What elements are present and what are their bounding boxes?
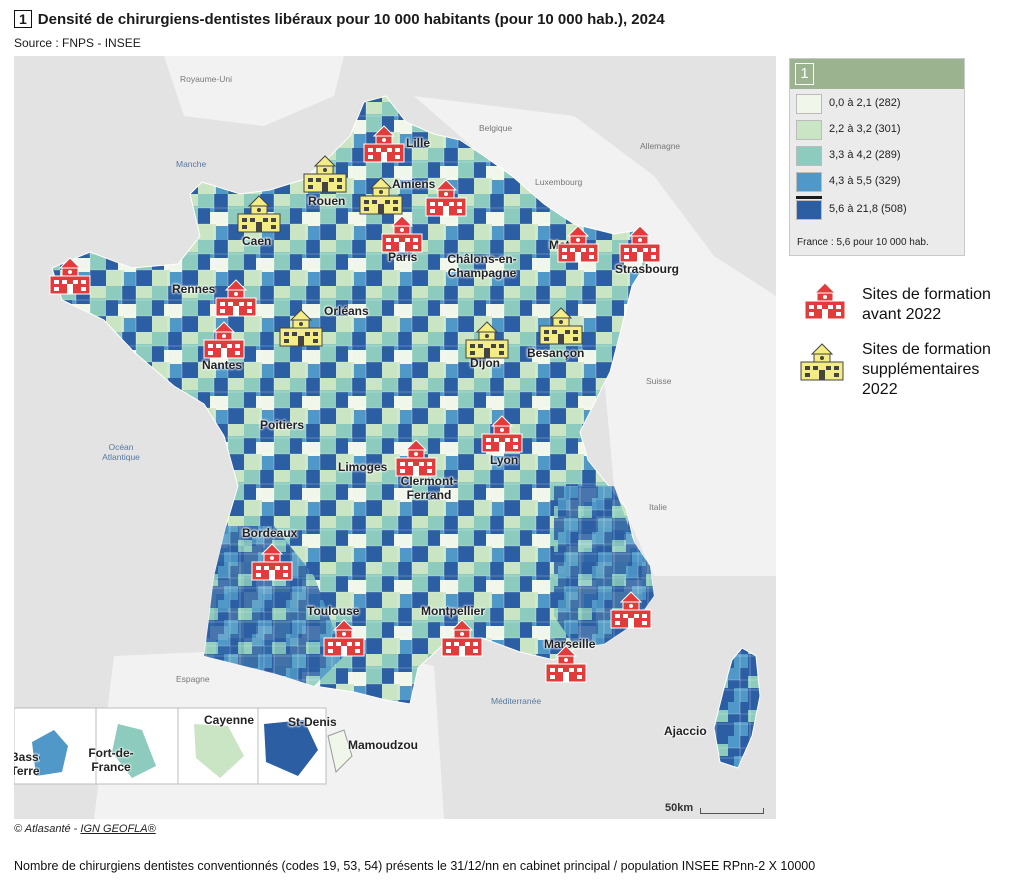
scale-bar — [700, 808, 764, 814]
school-yellow-icon[interactable] — [302, 154, 348, 194]
key-after-label: Sites de formation supplémentaires 2022 — [862, 341, 991, 398]
legend-item: 0,0 à 2,1 (282) — [796, 92, 964, 114]
school-yellow-icon[interactable] — [464, 320, 510, 360]
map-canvas — [14, 56, 776, 819]
legend-swatch — [796, 200, 822, 220]
credit-prefix: © Atlasanté - — [14, 823, 81, 835]
figure-number: 1 — [14, 10, 32, 28]
map-title: 1 Densité de chirurgiens-dentistes libéra… — [14, 10, 665, 28]
city-label-cayenne: Cayenne — [204, 713, 255, 727]
france-average: France : 5,6 pour 10 000 hab. — [797, 237, 929, 248]
legend-item: 3,3 à 4,2 (289) — [796, 144, 964, 166]
legend-swatch — [796, 146, 822, 166]
city-label-chalons: Châlons-en-Champagne — [447, 252, 517, 280]
country-label-belgium: Belgique — [479, 123, 513, 133]
school-red-icon[interactable] — [202, 320, 246, 360]
school-red-icon[interactable] — [48, 256, 92, 296]
school-red-icon[interactable] — [380, 214, 424, 254]
city-label-nantes: Nantes — [202, 358, 243, 372]
city-label-lille: Lille — [406, 136, 431, 150]
school-yellow-icon[interactable] — [358, 176, 404, 216]
city-label-poitiers: Poitiers — [260, 418, 305, 432]
school-red-icon[interactable] — [394, 438, 438, 478]
school-red-icon[interactable] — [322, 618, 366, 658]
legend-header: 1 — [790, 59, 964, 89]
legend-label: 3,3 à 4,2 (289) — [829, 149, 901, 161]
legend-label: 5,6 à 21,8 (508) — [829, 203, 907, 215]
city-label-rouen: Rouen — [308, 194, 346, 208]
school-red-icon[interactable] — [609, 590, 653, 630]
city-label-limoges: Limoges — [338, 460, 388, 474]
country-label-germany: Allemagne — [640, 141, 681, 151]
city-label-dijon: Dijon — [470, 356, 500, 370]
school-yellow-icon — [800, 343, 844, 381]
city-label-bordeaux: Bordeaux — [242, 526, 298, 540]
legend-label: 0,0 à 2,1 (282) — [829, 97, 901, 109]
city-label-toulouse: Toulouse — [307, 604, 360, 618]
country-label-uk: Royaume-Uni — [180, 74, 232, 84]
legend-swatch — [796, 120, 822, 140]
school-red-icon[interactable] — [424, 178, 468, 218]
school-red-icon — [804, 282, 846, 320]
city-label-besancon: Besançon — [527, 346, 585, 360]
country-label-italy: Italie — [649, 502, 667, 512]
footnote: Nombre de chirurgiens dentistes conventi… — [14, 859, 816, 873]
country-label-switzerland: Suisse — [646, 376, 672, 386]
school-red-icon[interactable] — [250, 542, 294, 582]
title-text: Densité de chirurgiens-dentistes libérau… — [37, 11, 665, 28]
country-label-spain: Espagne — [176, 674, 210, 684]
city-label-clermont: Clermont-Ferrand — [400, 474, 458, 502]
credit-text: © Atlasanté - IGN GEOFLA® — [14, 823, 156, 835]
city-label-ajaccio: Ajaccio — [664, 724, 707, 738]
legend-item: 5,6 à 21,8 (508) — [796, 196, 964, 220]
sea-label-ocean: Océan Atlantique — [102, 442, 140, 462]
sea-label-med: Méditerranée — [491, 696, 542, 706]
country-label-luxembourg: Luxembourg — [535, 177, 583, 187]
legend-label: 4,3 à 5,5 (329) — [829, 175, 901, 187]
legend-number: 1 — [795, 63, 814, 85]
sea-label-manche: Manche — [176, 159, 207, 169]
school-red-icon[interactable] — [214, 278, 258, 318]
city-label-amiens: Amiens — [392, 177, 436, 191]
city-label-montpellier: Montpellier — [421, 604, 486, 618]
city-label-caen: Caen — [242, 234, 272, 248]
city-label-saint-denis: St-Denis — [288, 715, 337, 729]
school-red-icon[interactable] — [544, 644, 588, 684]
school-red-icon[interactable] — [556, 224, 600, 264]
city-label-strasbourg: Strasbourg — [615, 262, 680, 276]
city-label-lyon: Lyon — [490, 453, 519, 467]
key-before-label: Sites de formation avant 2022 — [862, 286, 991, 323]
france-average-marker — [796, 196, 822, 199]
source-text: Source : FNPS - INSEE — [14, 36, 141, 50]
city-label-paris: Paris — [388, 250, 418, 264]
legend-swatch — [796, 94, 822, 114]
legend-item: 2,2 à 3,2 (301) — [796, 118, 964, 140]
choropleth-map[interactable]: Royaume-Uni Belgique Allemagne Luxembour… — [14, 56, 776, 819]
legend-swatch — [796, 172, 822, 192]
city-label-rennes: Rennes — [172, 282, 216, 296]
school-yellow-icon[interactable] — [538, 306, 584, 346]
legend-item: 4,3 à 5,5 (329) — [796, 170, 964, 192]
ign-link[interactable]: IGN GEOFLA® — [80, 823, 156, 835]
school-red-icon[interactable] — [480, 414, 524, 454]
city-label-fort-de-france: Fort-de-France — [88, 746, 134, 774]
city-label-orleans: Orléans — [324, 304, 369, 318]
school-yellow-icon[interactable] — [236, 194, 282, 234]
city-label-marseille: Marseille — [544, 637, 596, 651]
city-label-mamoudzou: Mamoudzou — [348, 738, 418, 752]
school-red-icon[interactable] — [618, 224, 662, 264]
school-red-icon[interactable] — [440, 618, 484, 658]
scale-label: 50km — [665, 802, 694, 814]
school-yellow-icon[interactable] — [278, 308, 324, 348]
map-legend: 1 0,0 à 2,1 (282) 2,2 à 3,2 (301) 3,3 à … — [789, 58, 965, 256]
legend-label: 2,2 à 3,2 (301) — [829, 123, 901, 135]
school-red-icon[interactable] — [362, 124, 406, 164]
